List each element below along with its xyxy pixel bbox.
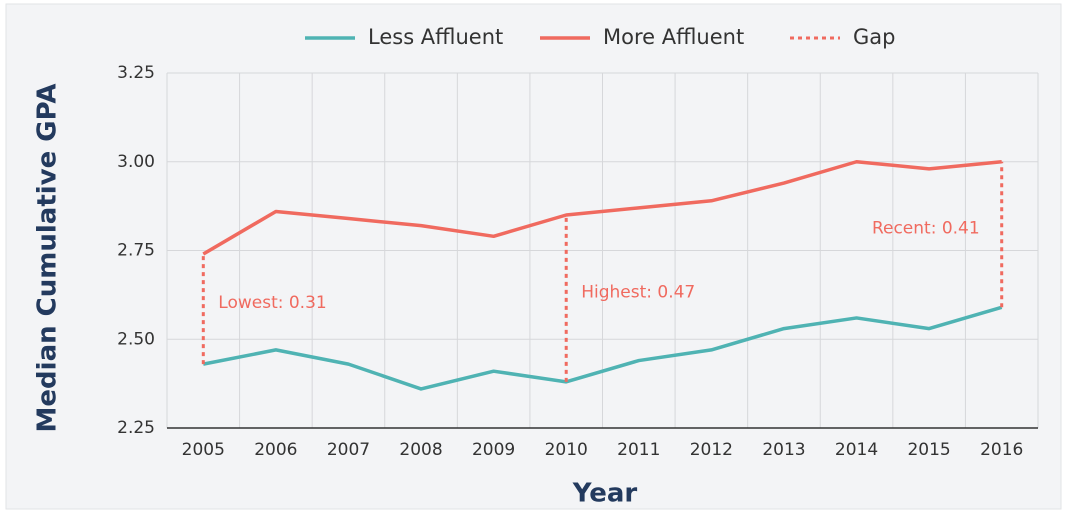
y-tick-label: 3.00 [117,152,155,172]
x-tick-label: 2007 [327,440,370,460]
x-tick-label: 2014 [835,440,878,460]
x-tick-label: 2012 [690,440,733,460]
x-tick-label: 2010 [545,440,588,460]
y-axis-title: Median Cumulative GPA [33,84,63,433]
x-tick-label: 2009 [472,440,515,460]
series-line [202,305,1003,391]
x-tick-label: 2016 [980,440,1023,460]
x-axis-title: Year [572,479,638,509]
legend-label: Gap [853,25,895,49]
y-tick-label: 2.75 [117,241,155,261]
legend-label: More Affluent [603,25,744,49]
y-tick-label: 2.25 [117,418,155,438]
gap-label: Lowest: 0.31 [218,293,326,313]
legend-label: Less Affluent [368,25,503,49]
gap-label: Highest: 0.47 [581,282,695,302]
y-tick-label: 2.50 [117,329,155,349]
x-tick-label: 2006 [254,440,297,460]
x-tick-label: 2015 [907,440,950,460]
gap-label: Recent: 0.41 [872,219,980,239]
y-tick-label: 3.25 [117,63,155,83]
x-tick-label: 2011 [617,440,660,460]
chart-background [5,3,1062,510]
x-tick-label: 2013 [762,440,805,460]
series-line [202,160,1002,256]
x-tick-label: 2005 [182,440,225,460]
x-tick-label: 2008 [399,440,442,460]
